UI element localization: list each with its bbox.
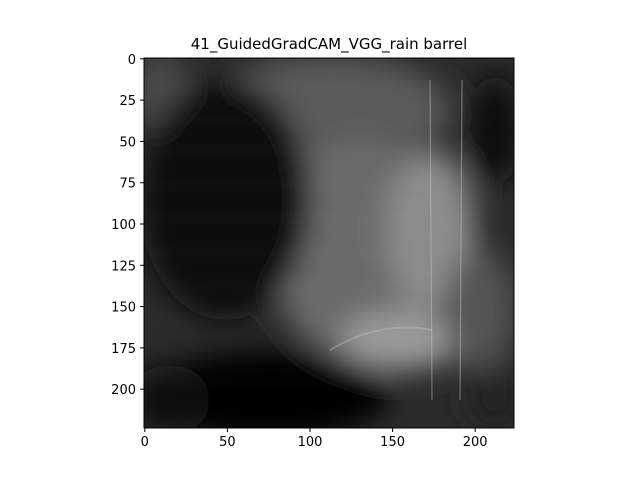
heatmap-image <box>144 58 514 428</box>
y-tick-label-0: 0 <box>128 53 136 68</box>
x-tick-label-200: 200 <box>463 435 488 450</box>
axes-frame <box>143 57 515 429</box>
x-tick-label-50: 50 <box>219 435 236 450</box>
y-axis: 0 25 50 75 100 125 150 175 200 <box>111 53 144 398</box>
y-tick-label-100: 100 <box>111 218 136 233</box>
y-tick-label-125: 125 <box>111 259 136 274</box>
x-tick-label-0: 0 <box>141 435 149 450</box>
y-tick-label-175: 175 <box>111 342 136 357</box>
chart-title: 41_GuidedGradCAM_VGG_rain barrel <box>191 35 468 54</box>
x-axis: 0 50 100 150 200 <box>141 428 488 450</box>
y-tick-label-50: 50 <box>119 135 136 150</box>
y-tick-label-200: 200 <box>111 383 136 398</box>
x-tick-label-100: 100 <box>298 435 323 450</box>
y-tick-label-75: 75 <box>119 177 136 192</box>
y-tick-label-150: 150 <box>111 301 136 316</box>
y-tick-label-25: 25 <box>119 94 136 109</box>
x-tick-label-150: 150 <box>380 435 405 450</box>
